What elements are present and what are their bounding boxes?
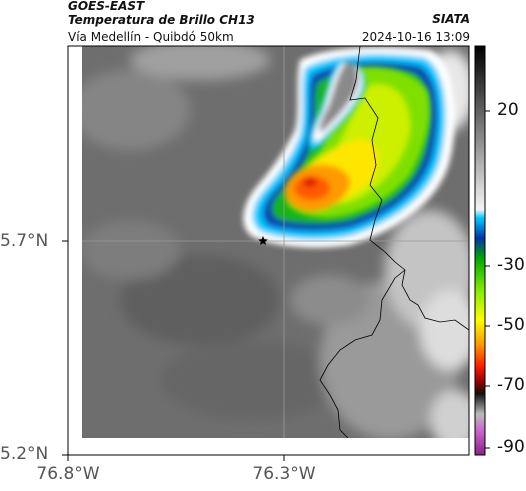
lat-label-5.2: 5.2°N	[0, 444, 49, 464]
lon-label-76.3: 76.3°W	[252, 464, 316, 484]
organization-label: SIATA	[432, 12, 470, 26]
colorbar	[474, 45, 486, 456]
star-icon	[258, 236, 268, 245]
satellite-title: GOES-EAST	[68, 0, 145, 13]
colorbar-label: -70	[497, 375, 525, 395]
lat-label-5.7: 5.7°N	[0, 231, 49, 251]
colorbar-label: 20	[497, 100, 519, 120]
timestamp-label: 2024-10-16 13:09	[361, 30, 470, 44]
colorbar-label: -90	[497, 437, 525, 457]
border-line	[319, 46, 469, 438]
route-label: Vía Medellín - Quibdó 50km	[68, 30, 234, 44]
colorbar-label: -50	[497, 315, 525, 335]
product-title: Temperatura de Brillo CH13	[68, 13, 255, 27]
colorbar-label: -30	[497, 255, 525, 275]
satellite-image	[82, 46, 469, 438]
map-frame	[67, 45, 470, 456]
lon-label-76.8: 76.8°W	[36, 464, 100, 484]
